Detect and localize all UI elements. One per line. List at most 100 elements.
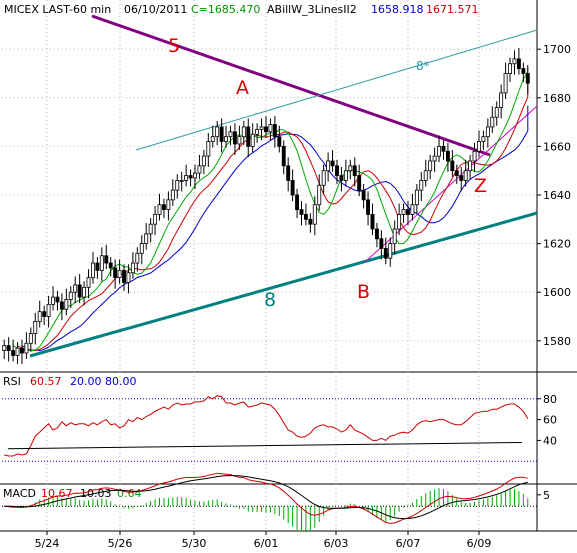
- chart-symbol: MICEX LAST-60 min: [4, 3, 111, 16]
- candle-body: [6, 345, 11, 351]
- candle-body: [77, 284, 82, 298]
- candle-body: [383, 248, 388, 259]
- candle-body: [42, 311, 47, 317]
- x-tick-label: 5/30: [182, 537, 207, 550]
- candle-body: [463, 170, 468, 181]
- label-8-star: 8*: [416, 59, 430, 73]
- candle-body: [188, 175, 193, 179]
- candle-body: [308, 218, 313, 225]
- candle-body: [55, 296, 60, 303]
- candle-body: [454, 170, 459, 176]
- candle-body: [24, 342, 29, 354]
- candle-body: [388, 243, 393, 259]
- candle-body: [161, 204, 166, 210]
- candle-body: [241, 126, 246, 138]
- candle-body: [286, 165, 291, 181]
- candle-body: [516, 58, 521, 70]
- candle-body: [295, 194, 300, 210]
- candle-body: [82, 286, 87, 298]
- candle-body: [472, 150, 477, 162]
- candle-body: [450, 160, 455, 172]
- rsi-level-high: 80.00: [105, 375, 137, 388]
- price-panel: [0, 0, 537, 372]
- candle-body: [406, 209, 410, 215]
- candle-body: [250, 133, 255, 147]
- candle-body: [73, 284, 78, 293]
- alligator-jaw-line: [21, 105, 529, 352]
- x-tick-label: 6/03: [324, 537, 349, 550]
- candle-body: [441, 145, 446, 152]
- price-axis: 1700 1680 1660 1640 1620 1600 1580: [537, 43, 571, 348]
- candle-body: [64, 299, 69, 310]
- candle-body: [343, 170, 348, 181]
- candle-body: [157, 204, 162, 215]
- candle-body: [423, 170, 428, 181]
- candle-body: [357, 175, 362, 191]
- candle-body: [130, 262, 135, 274]
- candle-body: [521, 68, 526, 74]
- candle-body: [330, 160, 335, 167]
- close-value: C=1685.470: [191, 3, 260, 16]
- candle-body: [512, 58, 517, 65]
- candle-body: [326, 160, 331, 172]
- macd-hist: 0.64: [117, 487, 142, 500]
- candle-body: [339, 175, 344, 181]
- candle-body: [33, 320, 38, 334]
- candle-body: [135, 252, 140, 264]
- candle-body: [95, 262, 100, 271]
- candle-body: [348, 165, 353, 172]
- candle-body: [432, 155, 437, 162]
- label-z: Z: [474, 175, 487, 197]
- candle-body: [272, 124, 277, 138]
- candle-body: [113, 267, 118, 279]
- label-8: 8: [264, 289, 276, 311]
- date-axis: 5/24 5/26 5/30 6/01 6/03 6/07 6/09: [35, 531, 491, 550]
- indicator-value-2: 1671.571: [426, 3, 479, 16]
- candle-body: [246, 126, 251, 147]
- macd-title: MACD: [3, 487, 36, 500]
- candle-body: [206, 141, 211, 157]
- grid: [2, 0, 537, 531]
- candle-body: [361, 189, 366, 201]
- candle-body: [46, 303, 51, 317]
- candle-body: [228, 131, 233, 138]
- candle-body: [290, 180, 295, 196]
- channel-upper-line: [135, 29, 538, 151]
- rsi-value: 60.57: [30, 375, 62, 388]
- label-5: 5: [168, 35, 180, 57]
- rsi-tick-label: 80: [543, 393, 557, 406]
- candle-body: [374, 228, 379, 240]
- candle-body: [312, 204, 317, 225]
- candle-body: [410, 204, 415, 215]
- candle-body: [153, 214, 158, 225]
- candle-body: [51, 296, 55, 305]
- candle-body: [445, 150, 450, 162]
- candle-body: [485, 126, 490, 138]
- candle-body: [525, 73, 530, 84]
- indicator-name: ABillW_3LinesII2: [267, 3, 357, 16]
- y-tick-label: 1640: [543, 189, 571, 202]
- macd-signal-line: [4, 474, 528, 520]
- rsi-level-low: 20.00: [70, 375, 102, 388]
- candle-body: [379, 238, 384, 249]
- candle-body: [259, 126, 264, 130]
- candle-body: [104, 255, 109, 264]
- candle-body: [370, 214, 375, 230]
- candle-body: [197, 165, 202, 174]
- candle-body: [179, 180, 184, 182]
- candle-body: [397, 214, 402, 230]
- candle-body: [219, 126, 224, 142]
- candle-body: [494, 107, 499, 118]
- candle-body: [264, 126, 268, 133]
- candle-body: [499, 92, 504, 108]
- candle-body: [20, 347, 24, 354]
- candle-body: [117, 269, 122, 279]
- candle-body: [419, 180, 424, 191]
- candle-body: [237, 136, 242, 145]
- y-tick-label: 1700: [543, 43, 571, 56]
- y-tick-label: 1660: [543, 140, 571, 153]
- candle-body: [232, 131, 237, 145]
- candle-body: [193, 172, 197, 179]
- candle-body: [28, 333, 33, 344]
